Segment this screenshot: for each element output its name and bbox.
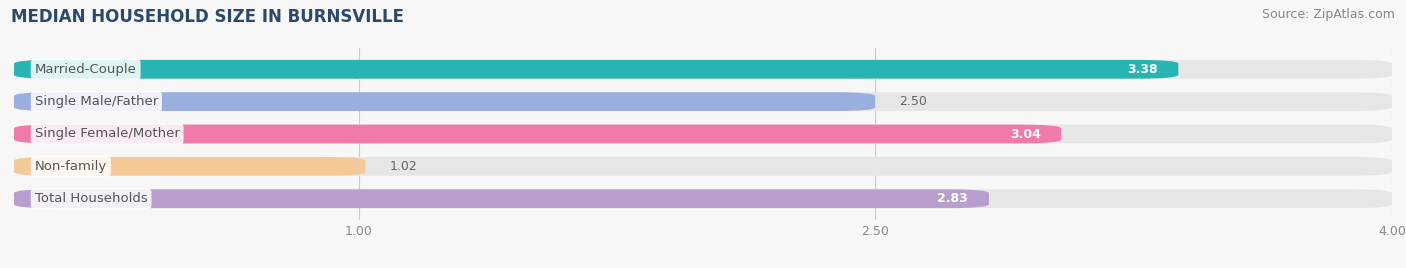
Text: MEDIAN HOUSEHOLD SIZE IN BURNSVILLE: MEDIAN HOUSEHOLD SIZE IN BURNSVILLE [11,8,405,26]
Text: 2.83: 2.83 [938,192,969,205]
FancyBboxPatch shape [14,157,1392,176]
FancyBboxPatch shape [14,92,875,111]
Text: 3.38: 3.38 [1128,63,1157,76]
Text: Married-Couple: Married-Couple [35,63,136,76]
Text: 1.02: 1.02 [389,160,418,173]
Text: Single Female/Mother: Single Female/Mother [35,128,180,140]
FancyBboxPatch shape [14,125,1062,143]
FancyBboxPatch shape [14,60,1392,79]
FancyBboxPatch shape [14,125,1392,143]
Text: Non-family: Non-family [35,160,107,173]
FancyBboxPatch shape [14,60,1178,79]
Text: Source: ZipAtlas.com: Source: ZipAtlas.com [1261,8,1395,21]
FancyBboxPatch shape [14,92,1392,111]
Text: 2.50: 2.50 [900,95,927,108]
Text: 3.04: 3.04 [1010,128,1040,140]
Text: Single Male/Father: Single Male/Father [35,95,157,108]
FancyBboxPatch shape [14,189,1392,208]
Text: Total Households: Total Households [35,192,148,205]
FancyBboxPatch shape [14,189,988,208]
FancyBboxPatch shape [14,157,366,176]
